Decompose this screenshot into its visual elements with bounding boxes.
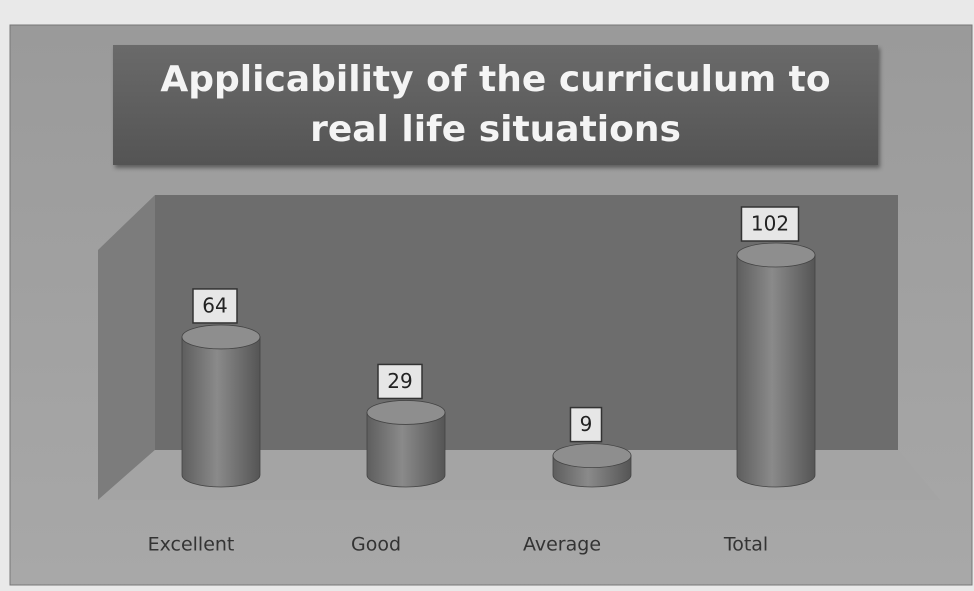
data-label-box: [377, 363, 423, 400]
bar-top: [366, 400, 446, 425]
bar-top: [736, 242, 816, 268]
data-label: 64: [202, 293, 227, 317]
bar-top: [552, 443, 632, 468]
data-label: 9: [580, 412, 593, 436]
x-tick-label: Average: [523, 534, 601, 556]
x-tick-label: Total: [723, 534, 768, 556]
floor: [98, 450, 940, 500]
data-label-box: [740, 206, 800, 242]
data-label: 102: [751, 212, 789, 236]
bar: [181, 336, 261, 488]
bar: [366, 412, 446, 488]
x-tick-label: Excellent: [148, 534, 235, 556]
bar: [736, 254, 816, 488]
side-wall: [98, 195, 155, 500]
chart-title: Applicability of the curriculum to real …: [113, 45, 878, 165]
data-label: 29: [387, 369, 412, 393]
x-tick-label: Good: [351, 534, 401, 556]
data-label-box: [192, 288, 238, 324]
data-label-box: [569, 406, 603, 443]
bar-top: [181, 324, 261, 350]
